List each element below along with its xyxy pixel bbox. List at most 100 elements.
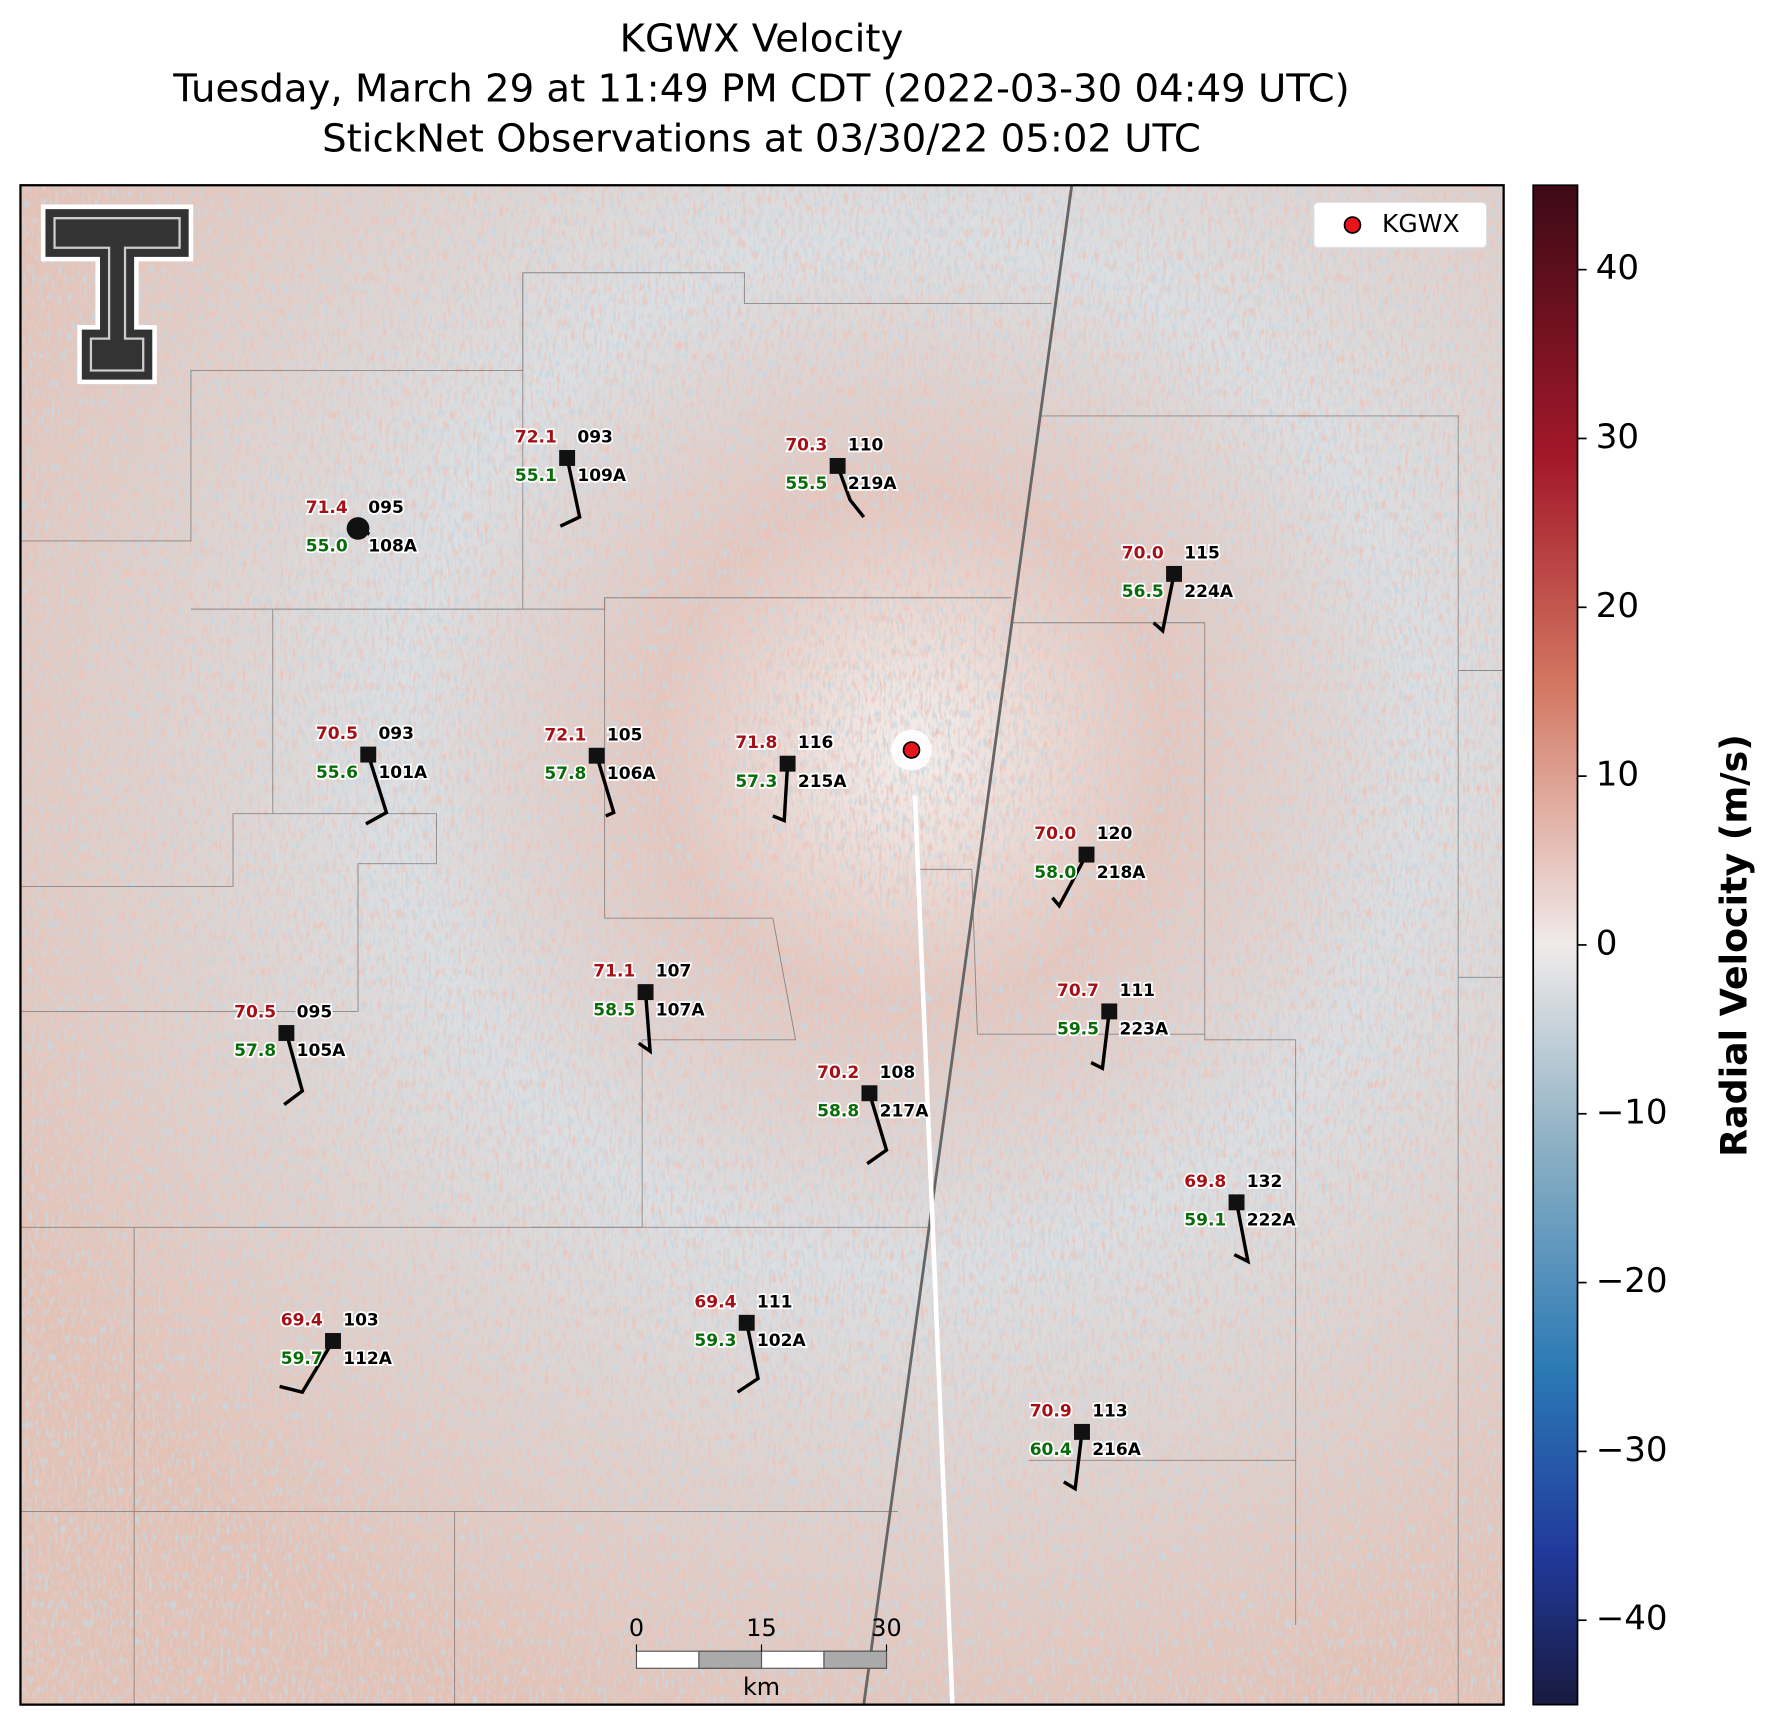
temperature: 70.3 xyxy=(785,435,827,455)
scale-tick-label: 0 xyxy=(629,1614,644,1642)
temperature: 70.0 xyxy=(1034,824,1076,844)
wind-barb xyxy=(283,1032,305,1106)
legend-box xyxy=(1313,201,1488,249)
station: 70.5 093 55.6 101A xyxy=(314,722,430,826)
temperature: 71.8 xyxy=(735,733,777,753)
wind-barb xyxy=(559,457,582,528)
station-id: 223A xyxy=(1119,1020,1169,1040)
station-code: 120 xyxy=(1097,824,1133,844)
station-marker xyxy=(588,747,605,764)
station-code: 111 xyxy=(1119,981,1155,1001)
colorbar: Radial Velocity (m/s) 40 30 20 10 0 −10 −20 −30… xyxy=(1532,184,1756,1706)
colorbar-scale xyxy=(1532,184,1579,1706)
dewpoint: 58.5 xyxy=(593,1000,635,1020)
station-marker xyxy=(738,1314,755,1331)
station-code: 115 xyxy=(1184,543,1220,563)
wind-barb xyxy=(1090,1011,1111,1071)
station-id: 112A xyxy=(343,1349,393,1369)
station: 70.5 095 57.8 105A xyxy=(232,1001,348,1106)
station: 70.0 115 56.5 224A xyxy=(1120,542,1236,634)
wind-barb xyxy=(1051,853,1089,909)
station: 71.8 116 57.3 215A xyxy=(734,732,849,823)
station-code: 103 xyxy=(343,1311,379,1331)
station-id: 101A xyxy=(378,763,428,783)
station-marker xyxy=(861,1085,878,1102)
radar-site xyxy=(902,741,921,759)
wind-barb xyxy=(1233,1202,1251,1265)
dewpoint: 57.8 xyxy=(234,1041,276,1061)
temperature: 70.0 xyxy=(1122,543,1164,563)
station-id: 222A xyxy=(1247,1211,1297,1231)
temperature: 70.9 xyxy=(1030,1401,1072,1421)
wind-barb xyxy=(1152,573,1176,634)
wind-barb xyxy=(736,1322,760,1394)
wind-barb xyxy=(866,1092,889,1166)
dewpoint: 59.7 xyxy=(281,1349,323,1369)
wind-barb xyxy=(637,991,653,1055)
station-marker xyxy=(360,746,377,763)
radar-map xyxy=(20,185,1504,1705)
dewpoint: 58.0 xyxy=(1034,863,1076,883)
dewpoint: 56.5 xyxy=(1122,582,1164,602)
scale-tick-label: 15 xyxy=(746,1614,776,1642)
subtitle: Tuesday, March 29 at 11:49 PM CDT (2022-… xyxy=(172,66,1349,111)
station-id: 106A xyxy=(607,764,657,784)
station-code: 110 xyxy=(848,435,884,455)
temperature: 72.1 xyxy=(515,428,557,448)
station-code: 105 xyxy=(607,725,643,745)
temperature: 69.4 xyxy=(281,1311,323,1331)
scale-segment xyxy=(823,1650,888,1669)
station-marker xyxy=(1228,1194,1245,1211)
station-marker xyxy=(559,450,576,466)
dewpoint: 55.5 xyxy=(785,474,827,494)
station: 72.1 105 57.8 106A xyxy=(543,724,658,818)
station-id: 102A xyxy=(757,1331,807,1351)
dewpoint: 55.6 xyxy=(316,763,358,783)
wind-barb xyxy=(1062,1431,1084,1492)
station-marker xyxy=(1166,565,1182,582)
scale-tick-label: 30 xyxy=(871,1614,901,1642)
station-code: 111 xyxy=(757,1292,793,1312)
station-code: 095 xyxy=(368,498,404,518)
station: 71.1 107 58.5 107A xyxy=(592,960,707,1055)
station-marker xyxy=(278,1025,295,1041)
county-lines xyxy=(20,272,1504,1705)
station-marker xyxy=(637,984,654,1001)
map-frame xyxy=(19,184,1505,1706)
station-marker xyxy=(346,517,370,540)
station: 69.8 132 59.1 222A xyxy=(1183,1170,1298,1265)
title: KGWX Velocity xyxy=(620,16,904,61)
station: 71.4 095 55.0 108A xyxy=(304,496,419,558)
temperature: 69.8 xyxy=(1184,1172,1226,1192)
colorbar-tick-label: −40 xyxy=(1596,1599,1668,1639)
dewpoint: 57.3 xyxy=(735,772,777,792)
subtitle: StickNet Observations at 03/30/22 05:02 … xyxy=(322,116,1201,161)
station-code: 116 xyxy=(798,733,834,753)
colorbar-tick-label: −10 xyxy=(1596,1092,1668,1132)
station-id: 215A xyxy=(798,772,848,792)
station: 72.1 093 55.1 109A xyxy=(513,426,629,528)
temperature: 69.4 xyxy=(694,1292,736,1312)
dewpoint: 55.1 xyxy=(515,466,557,486)
scale-bar: km 0 15 30 xyxy=(629,1614,902,1701)
station-code: 107 xyxy=(656,962,692,982)
colorbar-tick-label: 10 xyxy=(1596,755,1639,795)
dewpoint: 58.8 xyxy=(817,1101,859,1121)
scale-unit: km xyxy=(743,1673,780,1701)
wind-barb xyxy=(772,763,790,823)
temperature: 70.7 xyxy=(1057,981,1099,1001)
temperature: 70.5 xyxy=(316,724,358,744)
station-code: 108 xyxy=(880,1063,916,1083)
dewpoint: 59.3 xyxy=(694,1331,736,1351)
station: 70.3 110 55.5 219A xyxy=(784,434,899,519)
station: 70.2 108 58.8 217A xyxy=(815,1061,931,1166)
legend-marker xyxy=(1343,216,1362,234)
colorbar-label: Radial Velocity (m/s) xyxy=(1713,734,1756,1157)
station-id: 108A xyxy=(368,537,418,557)
wind-barb xyxy=(279,1340,335,1395)
station: 70.0 120 58.0 218A xyxy=(1033,822,1148,909)
titles: KGWX Velocity Tuesday, March 29 at 11:49… xyxy=(172,16,1349,161)
station: 70.9 113 60.4 216A xyxy=(1028,1400,1143,1492)
station: 69.4 103 59.7 112A xyxy=(279,1309,394,1395)
station-id: 216A xyxy=(1092,1440,1142,1460)
